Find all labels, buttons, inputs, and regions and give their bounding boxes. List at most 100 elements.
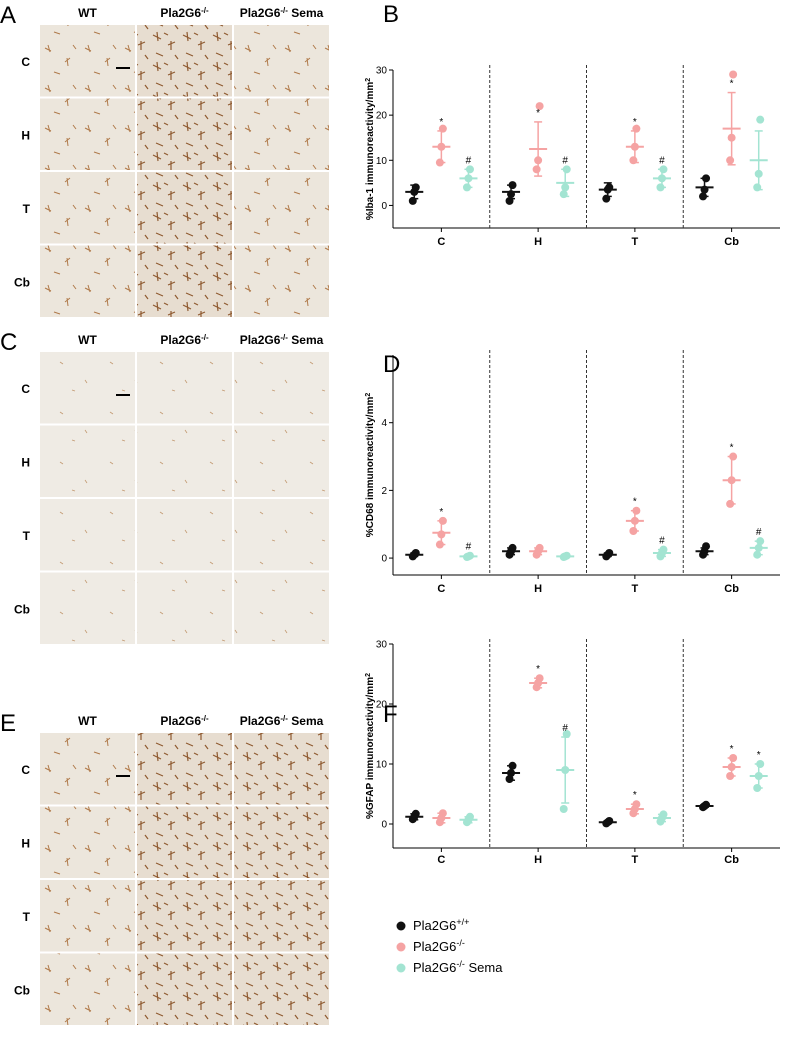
legend-label-part: Pla2G6 bbox=[413, 939, 456, 954]
x-tick-label: C bbox=[437, 236, 445, 248]
panel-letter: E bbox=[0, 710, 16, 737]
micrograph bbox=[40, 880, 135, 952]
significance: # bbox=[659, 536, 665, 547]
y-tick-label: 30 bbox=[376, 640, 388, 651]
row-label: Cb bbox=[14, 275, 30, 289]
micrograph bbox=[234, 806, 329, 878]
column-header-part: -/- bbox=[201, 333, 209, 342]
row-label: Cb bbox=[14, 983, 30, 997]
x-tick-label: C bbox=[437, 583, 445, 595]
data-point bbox=[726, 156, 735, 165]
column-header-part: Pla2G6 bbox=[240, 6, 281, 20]
column-header-part: -/- bbox=[280, 714, 288, 723]
legend-label: Pla2G6-/- bbox=[413, 938, 465, 954]
column-header-part: -/- bbox=[280, 6, 288, 15]
legend-marker bbox=[396, 921, 406, 931]
micrograph bbox=[40, 172, 135, 244]
significance: * bbox=[439, 507, 443, 518]
micrograph bbox=[40, 806, 135, 878]
column-header-part: Pla2G6 bbox=[160, 714, 201, 728]
y-axis-label-part: 2 bbox=[365, 78, 372, 82]
significance: * bbox=[536, 664, 540, 675]
x-tick-label: Cb bbox=[724, 236, 739, 248]
micrograph bbox=[137, 425, 232, 497]
y-tick-label: 30 bbox=[376, 66, 388, 77]
x-tick-label: C bbox=[437, 854, 445, 866]
significance: * bbox=[633, 497, 637, 508]
micrograph bbox=[234, 425, 329, 497]
micrograph bbox=[137, 572, 232, 644]
legend-label-part: -/- bbox=[456, 959, 465, 969]
significance: * bbox=[536, 108, 540, 119]
data-point bbox=[702, 542, 711, 551]
y-axis-label: %CD68 immunoreactivity/mm2 bbox=[365, 393, 377, 538]
y-axis-label-part: %GFAP immunoreactivity/mm bbox=[365, 677, 376, 819]
micrograph bbox=[137, 953, 232, 1025]
significance: * bbox=[757, 750, 761, 761]
micrograph bbox=[40, 572, 135, 644]
row-label: T bbox=[23, 910, 31, 924]
micrograph bbox=[137, 733, 232, 805]
column-header: Pla2G6-/- bbox=[160, 714, 209, 729]
micrograph bbox=[234, 880, 329, 952]
micrograph bbox=[137, 880, 232, 952]
row-label: H bbox=[21, 128, 30, 142]
column-header-part: Pla2G6 bbox=[240, 333, 281, 347]
micrograph bbox=[137, 499, 232, 571]
significance: # bbox=[562, 723, 568, 734]
significance: * bbox=[633, 790, 637, 801]
data-point bbox=[532, 165, 541, 174]
y-tick-label: 20 bbox=[376, 111, 388, 122]
y-axis-label-part: %Iba-1 immunoreactivity/mm bbox=[365, 82, 376, 220]
y-axis-label-part: %CD68 immunoreactivity/mm bbox=[365, 397, 376, 538]
row-label: T bbox=[23, 202, 31, 216]
micrograph bbox=[40, 499, 135, 571]
column-header: WT bbox=[78, 333, 97, 347]
micrograph bbox=[234, 245, 329, 317]
significance: # bbox=[659, 155, 665, 166]
significance: * bbox=[633, 117, 637, 128]
y-tick-label: 0 bbox=[381, 554, 387, 565]
y-tick-label: 4 bbox=[381, 418, 387, 429]
micrograph bbox=[40, 245, 135, 317]
column-header: Pla2G6-/- Sema bbox=[240, 333, 324, 348]
data-point bbox=[756, 115, 765, 124]
x-tick-label: H bbox=[534, 583, 542, 595]
micrograph bbox=[234, 25, 329, 97]
significance: * bbox=[730, 744, 734, 755]
panel-letter: B bbox=[383, 1, 399, 28]
significance: # bbox=[466, 155, 472, 166]
column-header-part: -/- bbox=[201, 6, 209, 15]
x-tick-label: H bbox=[534, 236, 542, 248]
column-header-part: Sema bbox=[288, 714, 324, 728]
legend-label-part: Pla2G6 bbox=[413, 918, 456, 933]
x-tick-label: T bbox=[632, 236, 639, 248]
micrograph bbox=[234, 98, 329, 170]
micrograph bbox=[40, 953, 135, 1025]
legend-label: Pla2G6-/- Sema bbox=[413, 959, 503, 975]
significance: # bbox=[562, 155, 568, 166]
micrograph bbox=[40, 733, 135, 805]
micrograph bbox=[234, 953, 329, 1025]
data-point bbox=[729, 70, 738, 79]
column-header-part: Sema bbox=[288, 6, 324, 20]
significance: * bbox=[730, 443, 734, 454]
micrograph bbox=[40, 25, 135, 97]
x-tick-label: H bbox=[534, 854, 542, 866]
data-point bbox=[562, 730, 571, 738]
column-header: Pla2G6-/- bbox=[160, 333, 209, 348]
row-label: H bbox=[21, 836, 30, 850]
micrograph bbox=[137, 172, 232, 244]
column-header-part: WT bbox=[78, 714, 97, 728]
legend-label-part: Pla2G6 bbox=[413, 960, 456, 975]
column-header-part: Pla2G6 bbox=[160, 333, 201, 347]
x-tick-label: T bbox=[632, 854, 639, 866]
panel-letter: D bbox=[383, 351, 400, 378]
micrograph bbox=[234, 499, 329, 571]
column-header: Pla2G6-/- Sema bbox=[240, 714, 324, 729]
micrograph bbox=[40, 352, 135, 424]
row-label: H bbox=[21, 455, 30, 469]
panel-letter: C bbox=[0, 329, 17, 356]
legend-label-part: +/+ bbox=[456, 917, 469, 927]
